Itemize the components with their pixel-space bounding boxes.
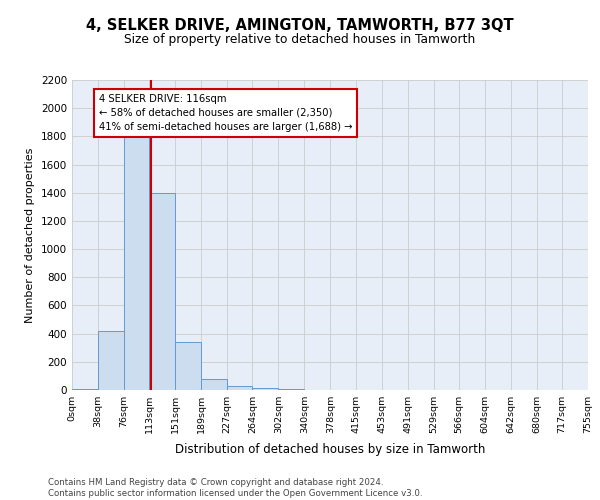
Text: 4, SELKER DRIVE, AMINGTON, TAMWORTH, B77 3QT: 4, SELKER DRIVE, AMINGTON, TAMWORTH, B77… (86, 18, 514, 32)
Bar (201, 378, 227, 390)
Bar (175, 342, 201, 390)
Bar (72, 388, 98, 390)
Bar (124, 122, 149, 390)
Bar (149, 192, 175, 390)
Text: 4 SELKER DRIVE: 116sqm
← 58% of detached houses are smaller (2,350)
41% of semi-: 4 SELKER DRIVE: 116sqm ← 58% of detached… (98, 94, 352, 132)
Bar (98, 331, 124, 390)
Y-axis label: Number of detached properties: Number of detached properties (25, 148, 35, 322)
Text: Size of property relative to detached houses in Tamworth: Size of property relative to detached ho… (124, 32, 476, 46)
Bar (253, 388, 278, 390)
Bar (227, 386, 253, 390)
Text: Distribution of detached houses by size in Tamworth: Distribution of detached houses by size … (175, 442, 485, 456)
Text: Contains HM Land Registry data © Crown copyright and database right 2024.
Contai: Contains HM Land Registry data © Crown c… (48, 478, 422, 498)
